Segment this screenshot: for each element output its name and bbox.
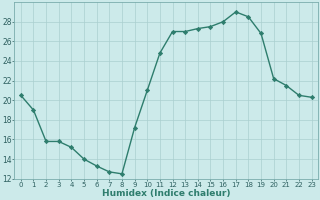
- X-axis label: Humidex (Indice chaleur): Humidex (Indice chaleur): [102, 189, 230, 198]
